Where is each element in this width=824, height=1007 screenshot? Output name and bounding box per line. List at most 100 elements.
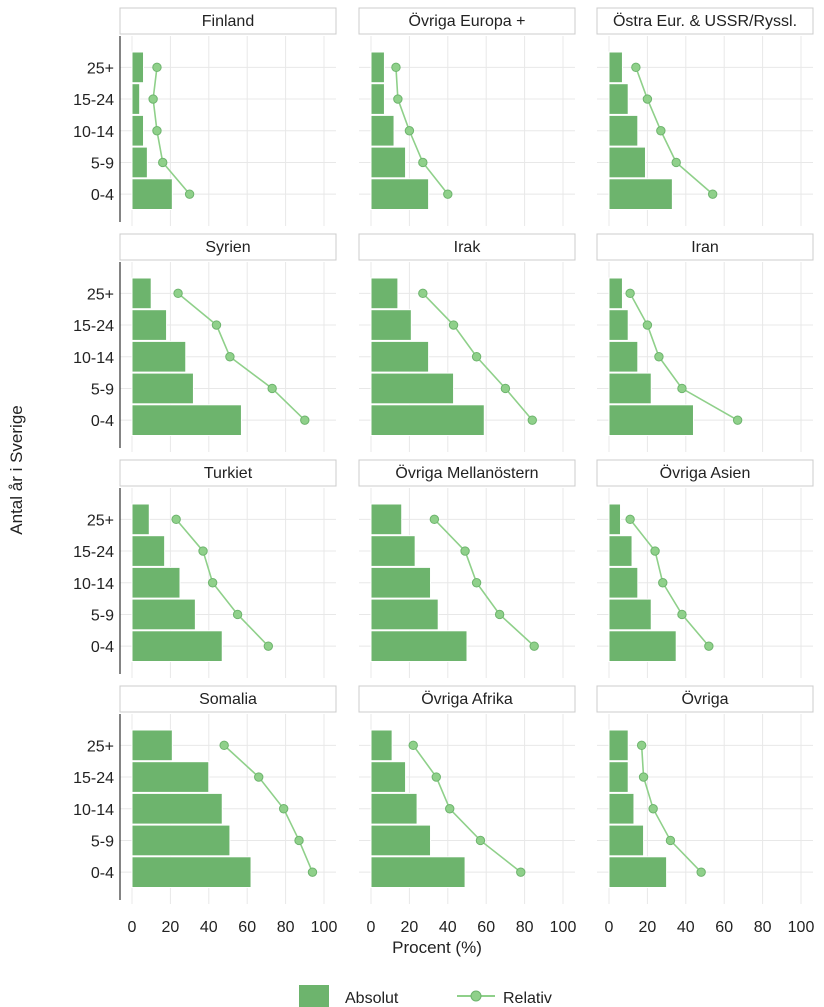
- bar-absolut: [370, 598, 439, 631]
- point-relativ: [431, 772, 441, 782]
- point-relativ: [448, 320, 459, 330]
- point-relativ: [665, 835, 676, 846]
- x-tick-label: 60: [238, 919, 256, 936]
- facet-title: Iran: [691, 239, 719, 256]
- bar-absolut: [131, 824, 231, 857]
- point-relativ: [475, 835, 486, 846]
- facet-strip: [596, 685, 814, 713]
- facet-panel: Östra Eur. & USSR/Ryssl.: [596, 7, 814, 226]
- y-tick-label: 15-24: [73, 318, 114, 335]
- y-tick-label: 10-14: [73, 124, 114, 141]
- y-tick-label: 5-9: [91, 381, 114, 398]
- point-relativ: [732, 415, 743, 425]
- x-tick-label: 60: [715, 919, 733, 936]
- y-tick-label: 5-9: [91, 607, 114, 624]
- facet-strip: [358, 685, 576, 713]
- y-tick-label: 25+: [87, 60, 114, 77]
- point-relativ: [278, 804, 289, 814]
- legend-absolut-swatch: [299, 985, 329, 1007]
- bar-absolut: [131, 372, 194, 405]
- point-relativ: [408, 740, 418, 751]
- bar-absolut: [608, 146, 646, 179]
- x-axis-title: Procent (%): [392, 938, 482, 957]
- point-relativ: [650, 546, 660, 556]
- bar-absolut: [370, 309, 412, 341]
- bar-absolut: [608, 372, 652, 405]
- bar-absolut: [370, 146, 407, 179]
- bar-absolut: [608, 761, 629, 793]
- bar-absolut: [608, 503, 622, 536]
- y-tick-label: 10-14: [73, 802, 114, 819]
- x-tick-label: 0: [605, 919, 614, 936]
- y-tick-label: 5-9: [91, 833, 114, 850]
- facet-title: Finland: [202, 13, 254, 30]
- point-relativ: [404, 126, 415, 136]
- facet-strip: [596, 459, 814, 487]
- point-relativ: [527, 415, 537, 425]
- bar-absolut: [131, 309, 168, 341]
- point-relativ: [654, 352, 664, 362]
- bar-absolut: [370, 856, 466, 888]
- facet-title: Irak: [454, 239, 482, 256]
- bar-absolut: [131, 83, 141, 115]
- point-relativ: [529, 641, 539, 651]
- point-relativ: [418, 157, 428, 168]
- facet-panel: Somalia 0-4 5-9 10-14 15-24 25+ 0 20 40 60 80 100: [73, 685, 337, 936]
- bar-absolut: [131, 277, 152, 310]
- point-relativ: [294, 835, 304, 846]
- facet-strip: [358, 233, 576, 261]
- facet-strip: [596, 233, 814, 261]
- bar-absolut: [370, 404, 485, 436]
- bar-absolut: [131, 146, 148, 179]
- point-relativ: [445, 804, 455, 814]
- point-relativ: [300, 415, 310, 425]
- y-tick-label: 10-14: [73, 576, 114, 593]
- bar-absolut: [608, 630, 677, 662]
- point-relativ: [307, 867, 318, 877]
- point-relativ: [707, 189, 718, 199]
- y-tick-label: 25+: [87, 286, 114, 303]
- bar-absolut: [131, 792, 223, 825]
- legend: Absolut Relativ: [299, 985, 552, 1007]
- bar-absolut: [608, 277, 623, 310]
- bar-absolut: [608, 83, 629, 115]
- x-tick-label: 80: [516, 919, 534, 936]
- y-tick-label: 0-4: [91, 413, 114, 430]
- bar-absolut: [131, 598, 196, 631]
- y-tick-label: 0-4: [91, 639, 114, 656]
- point-relativ: [658, 578, 668, 588]
- point-relativ: [631, 62, 641, 73]
- point-relativ: [471, 352, 482, 362]
- y-tick-label: 0-4: [91, 865, 114, 882]
- y-tick-label: 25+: [87, 512, 114, 529]
- point-relativ: [656, 126, 666, 136]
- bar-absolut: [131, 503, 150, 536]
- point-relativ: [254, 772, 264, 782]
- bar-absolut: [608, 51, 623, 84]
- bar-absolut: [370, 51, 385, 84]
- bar-absolut: [608, 598, 652, 631]
- bar-absolut: [131, 535, 166, 567]
- facet-title: Övriga Europa +: [409, 12, 526, 30]
- facet-strip: [596, 7, 814, 35]
- point-relativ: [158, 157, 168, 168]
- facet-strip: [119, 459, 337, 487]
- facet-panel: Övriga Afrika 0 20 40 60 80 100: [358, 685, 576, 936]
- facet-title: Somalia: [199, 691, 257, 708]
- bar-absolut: [131, 761, 210, 793]
- point-relativ: [696, 867, 706, 877]
- point-relativ: [152, 126, 162, 136]
- bar-absolut: [370, 114, 395, 147]
- bar-absolut: [131, 51, 145, 84]
- facet-strip: [358, 459, 576, 487]
- bar-absolut: [608, 340, 639, 373]
- y-tick-label: 15-24: [73, 92, 114, 109]
- bar-absolut: [370, 824, 432, 857]
- bar-absolut: [370, 503, 403, 536]
- bar-absolut: [370, 372, 455, 405]
- bar-absolut: [608, 729, 629, 762]
- point-relativ: [225, 352, 235, 362]
- point-relativ: [648, 804, 658, 814]
- x-tick-label: 40: [200, 919, 218, 936]
